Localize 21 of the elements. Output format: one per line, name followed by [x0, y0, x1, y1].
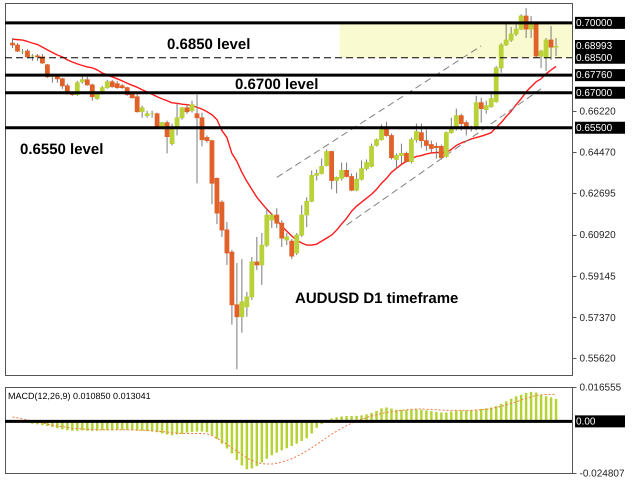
ref-line-label: 0.65500 — [576, 122, 613, 134]
y-tick-label: 0.64470 — [580, 147, 616, 158]
ref-line-label: 0.67760 — [576, 70, 613, 82]
annotation: 0.6550 level — [20, 141, 104, 158]
annotation: AUDUSD D1 timeframe — [295, 290, 458, 307]
y-tick-label: 0.66220 — [580, 106, 616, 118]
ref-line-label: 0.70000 — [576, 18, 613, 29]
annotation: 0.6700 level — [235, 76, 318, 93]
y-tick-label: 0.59145 — [580, 271, 616, 282]
ref-line-label: 0.00 — [576, 416, 596, 428]
y-tick-label: 0.60920 — [580, 230, 616, 242]
chart-title: MACD(12,26,9) 0.010850 0.013041 — [8, 391, 151, 401]
ref-line-label: 0.67000 — [576, 88, 613, 99]
y-tick-label: 0.016555 — [580, 382, 622, 394]
annotation: 0.6850 level — [167, 36, 250, 53]
text: 0.68993 — [576, 41, 613, 52]
ref-line-label: 0.68500 — [576, 52, 613, 64]
y-tick-label: 0.57370 — [580, 312, 616, 324]
y-tick-label: 0.62695 — [580, 188, 616, 200]
y-tick-label: 0.55620 — [580, 354, 616, 365]
y-tick-label: -0.024807 — [580, 468, 625, 480]
